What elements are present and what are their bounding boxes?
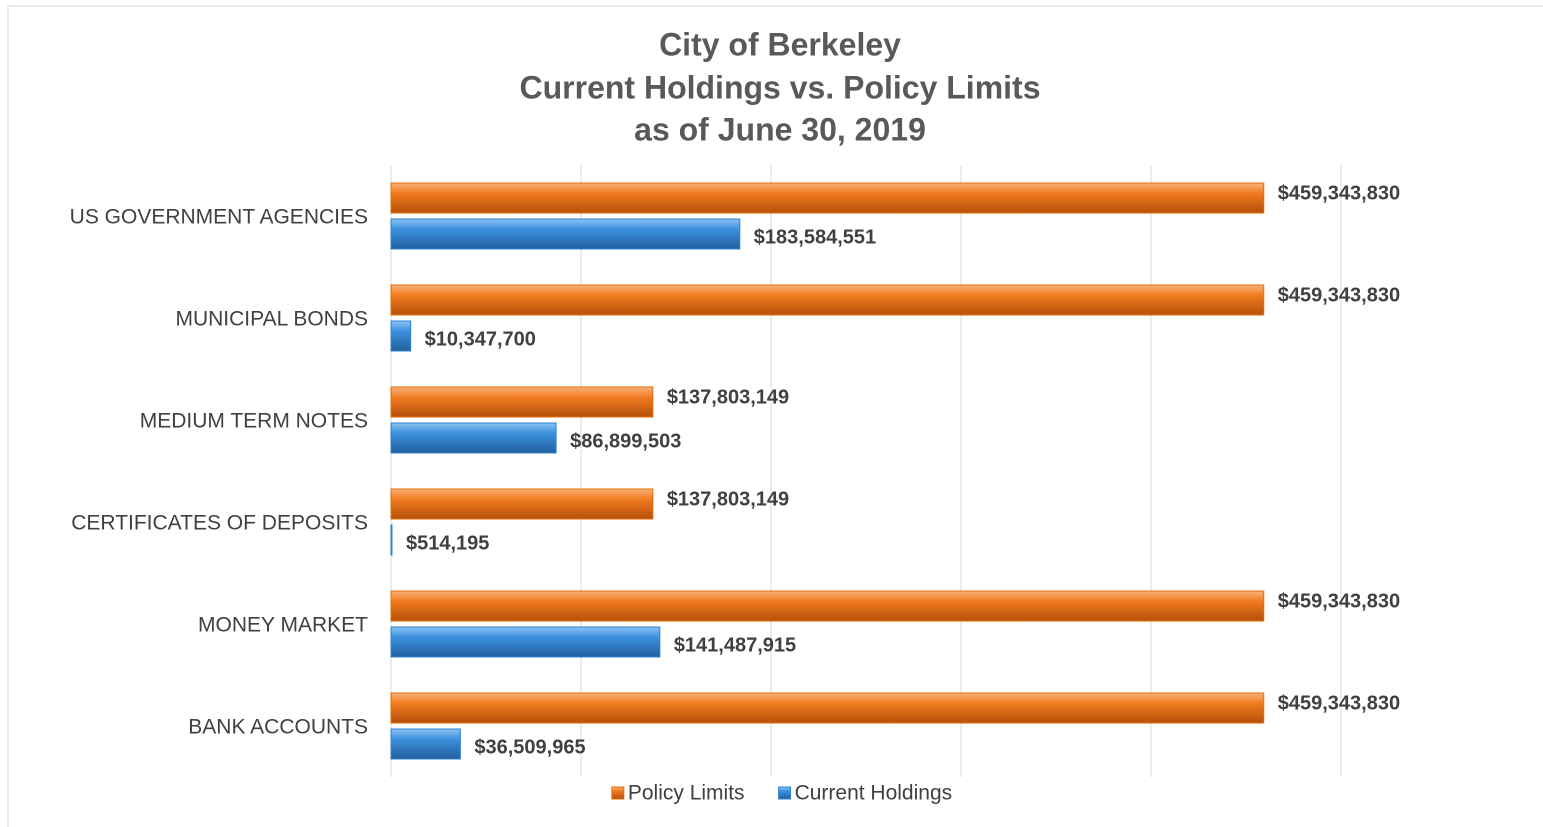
y-tick-label: US GOVERNMENT AGENCIES (70, 206, 368, 229)
bar (390, 182, 1265, 214)
data-label: $141,487,915 (674, 634, 796, 656)
data-label: $137,803,149 (667, 386, 789, 408)
data-label: $10,347,700 (425, 328, 536, 350)
bar (390, 590, 1265, 622)
bar (390, 728, 461, 760)
data-label: $459,343,830 (1278, 692, 1400, 714)
data-label: $514,195 (406, 532, 489, 554)
legend-swatch (778, 786, 792, 800)
data-label: $459,343,830 (1278, 284, 1400, 306)
chart-title: City of Berkeley (659, 26, 901, 62)
bar (390, 386, 654, 418)
bar (390, 284, 1265, 316)
bar (390, 692, 1265, 724)
bar (390, 320, 412, 352)
y-tick-label: MEDIUM TERM NOTES (140, 410, 368, 433)
chart-title: as of June 30, 2019 (634, 111, 926, 147)
bar (390, 218, 741, 250)
data-label: $137,803,149 (667, 488, 789, 510)
legend-label: Policy Limits (628, 782, 745, 805)
data-label: $183,584,551 (754, 226, 876, 248)
y-tick-label: BANK ACCOUNTS (188, 716, 368, 739)
chart-frame (7, 5, 1543, 827)
data-label: $86,899,503 (570, 430, 681, 452)
legend-label: Current Holdings (795, 782, 953, 805)
bar (390, 488, 654, 520)
bar (390, 524, 393, 556)
y-tick-label: MUNICIPAL BONDS (175, 308, 368, 331)
bar (390, 626, 661, 658)
y-tick-label: CERTIFICATES OF DEPOSITS (71, 512, 368, 535)
legend-swatch (611, 786, 625, 800)
chart-title: Current Holdings vs. Policy Limits (520, 69, 1041, 105)
bar (390, 422, 557, 454)
data-label: $36,509,965 (474, 736, 585, 758)
data-label: $459,343,830 (1278, 182, 1400, 204)
data-label: $459,343,830 (1278, 590, 1400, 612)
y-tick-label: MONEY MARKET (198, 614, 368, 637)
